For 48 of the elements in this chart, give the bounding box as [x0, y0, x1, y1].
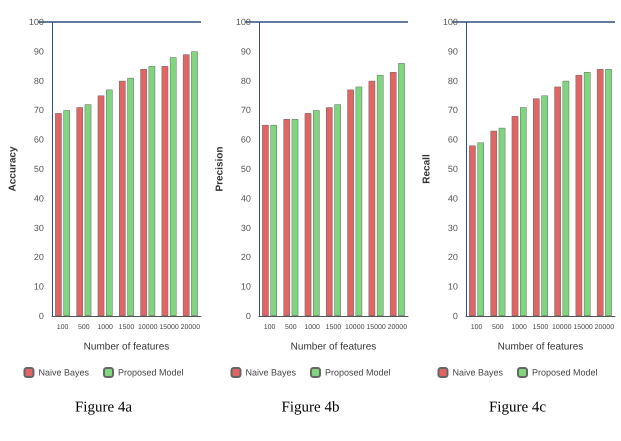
y-tick-label: 60 — [240, 134, 251, 145]
y-tick-label: 20 — [240, 252, 251, 262]
y-tick-label: 30 — [34, 222, 44, 233]
caption: Figure 4b — [282, 400, 340, 416]
x-axis-title: Number of features — [498, 342, 584, 352]
y-tick-label: 90 — [34, 46, 44, 56]
y-tick-label: 10 — [240, 282, 251, 292]
y-axis-title: Recall — [422, 154, 432, 184]
legend-label: Proposed Model — [118, 368, 184, 378]
y-tick-label: 100 — [28, 17, 44, 27]
y-tick-label: 0 — [452, 311, 458, 321]
y-tick-label: 50 — [34, 164, 44, 174]
y-tick-label: 70 — [448, 105, 458, 116]
y-tick-label: 80 — [34, 76, 44, 86]
x-axis-title: Number of features — [290, 342, 376, 352]
y-tick-label: 50 — [240, 164, 251, 174]
y-tick-label: 100 — [442, 17, 458, 27]
y-axis-title: Precision — [214, 146, 226, 192]
y-tick-label: 90 — [240, 46, 251, 56]
y-tick-label: 60 — [448, 134, 458, 145]
y-tick-label: 10 — [448, 282, 458, 292]
y-tick-label: 40 — [240, 193, 251, 204]
y-tick-label: 80 — [448, 76, 458, 86]
y-tick-label: 90 — [448, 46, 458, 56]
y-tick-label: 70 — [240, 105, 251, 116]
legend-label: Proposed Model — [532, 368, 598, 378]
y-tick-label: 40 — [448, 193, 458, 204]
y-tick-label: 40 — [34, 193, 44, 204]
legend-label: Naive Bayes — [452, 368, 504, 378]
y-tick-label: 70 — [34, 105, 44, 116]
caption: Figure 4c — [488, 400, 546, 416]
y-tick-label: 10 — [34, 282, 44, 292]
y-tick-label: 100 — [236, 17, 251, 27]
y-tick-label: 30 — [240, 222, 251, 233]
y-tick-label: 80 — [240, 76, 251, 86]
legend-label: Naive Bayes — [245, 368, 296, 378]
x-axis-title: Number of features — [84, 342, 170, 352]
y-tick-label: 50 — [448, 164, 458, 174]
y-tick-label: 20 — [448, 252, 458, 262]
caption: Figure 4a — [74, 400, 132, 416]
y-axis-title: Accuracy — [8, 146, 18, 192]
y-tick-label: 30 — [448, 222, 458, 233]
y-tick-label: 60 — [34, 134, 44, 145]
legend-label: Proposed Model — [324, 368, 391, 378]
y-tick-label: 20 — [34, 252, 44, 262]
y-tick-label: 0 — [38, 311, 44, 321]
y-tick-label: 0 — [246, 311, 251, 321]
legend-label: Naive Bayes — [38, 368, 90, 378]
